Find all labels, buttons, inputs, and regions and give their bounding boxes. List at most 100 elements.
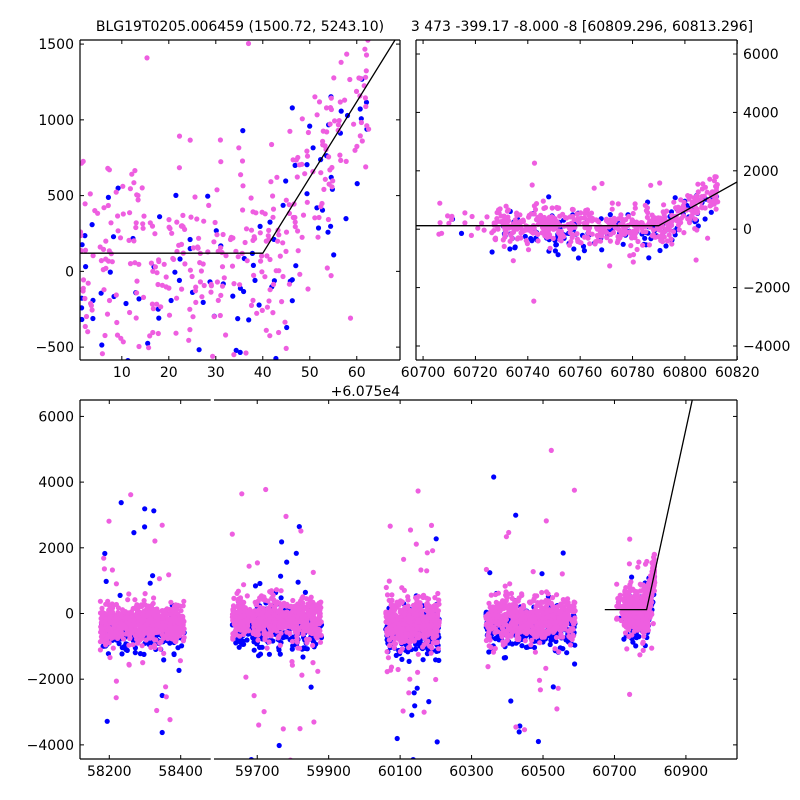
data-point-magenta: [246, 609, 252, 615]
data-point-magenta: [167, 606, 173, 613]
data-point-magenta: [384, 649, 390, 655]
data-point-magenta: [415, 488, 421, 494]
data-point-magenta: [483, 566, 489, 573]
data-point-magenta: [669, 241, 675, 247]
data-point-blue: [304, 191, 310, 197]
data-point-magenta: [148, 644, 154, 651]
data-point-blue: [142, 506, 148, 512]
data-point-magenta: [492, 630, 498, 636]
data-point-magenta: [88, 300, 94, 307]
data-point-blue: [157, 214, 163, 220]
data-point-magenta: [581, 234, 588, 240]
data-point-magenta: [257, 595, 263, 601]
data-point-magenta: [559, 571, 565, 577]
data-point-magenta: [547, 785, 552, 790]
data-point-magenta: [336, 118, 342, 124]
data-point-magenta: [166, 224, 172, 230]
data-point-magenta: [314, 112, 320, 118]
data-point-magenta: [445, 213, 451, 219]
data-point-magenta: [589, 215, 596, 222]
data-point-magenta: [142, 627, 148, 633]
data-point-magenta: [242, 619, 249, 625]
data-point-magenta: [661, 212, 667, 218]
data-point-blue: [177, 256, 183, 262]
data-point-magenta: [250, 237, 256, 243]
data-point-magenta: [242, 239, 248, 246]
data-point-magenta: [693, 207, 699, 213]
data-point-magenta: [614, 239, 621, 246]
data-point-magenta: [231, 281, 237, 287]
scatter-points: [436, 160, 721, 304]
data-point-magenta: [113, 292, 119, 298]
data-point-magenta: [154, 301, 160, 307]
data-point-magenta: [197, 279, 203, 285]
data-point-blue: [278, 595, 284, 601]
data-point-magenta: [239, 491, 245, 497]
data-point-magenta: [521, 629, 528, 635]
data-point-blue: [136, 296, 142, 302]
data-point-magenta: [127, 636, 133, 642]
data-point-blue: [252, 583, 259, 589]
data-point-magenta: [496, 602, 503, 608]
data-point-magenta: [215, 297, 221, 303]
data-point-magenta: [666, 232, 672, 238]
data-point-magenta: [576, 220, 583, 226]
data-point-magenta: [571, 599, 577, 605]
data-point-magenta: [126, 615, 132, 621]
data-point-magenta: [173, 610, 179, 616]
data-point-magenta: [528, 225, 535, 231]
data-point-magenta: [699, 186, 706, 192]
data-point-magenta: [297, 271, 303, 277]
data-point-magenta: [437, 200, 443, 206]
data-point-blue: [331, 252, 337, 258]
data-point-magenta: [269, 141, 275, 148]
data-point-magenta: [162, 623, 169, 629]
data-point-blue: [104, 718, 110, 724]
data-point-magenta: [522, 638, 528, 644]
data-point-blue: [171, 651, 177, 657]
data-point-blue: [433, 657, 439, 663]
data-point-magenta: [387, 637, 393, 643]
data-point-magenta: [398, 631, 404, 637]
data-point-blue: [702, 216, 708, 222]
data-point-magenta: [486, 600, 492, 606]
data-point-magenta: [276, 232, 282, 238]
data-point-magenta: [214, 232, 220, 238]
data-point-magenta: [302, 625, 308, 631]
data-point-magenta: [281, 613, 287, 619]
data-point-magenta: [309, 616, 315, 622]
data-point-magenta: [255, 607, 261, 614]
data-point-magenta: [141, 598, 147, 604]
data-point-magenta: [630, 259, 636, 265]
data-point-magenta: [167, 621, 173, 627]
data-point-magenta: [558, 631, 564, 638]
data-point-blue: [560, 550, 566, 556]
data-point-magenta: [211, 239, 217, 245]
data-point-magenta: [174, 295, 180, 301]
data-point-magenta: [486, 614, 492, 620]
data-point-magenta: [151, 611, 157, 618]
data-point-magenta: [268, 179, 274, 185]
data-point-blue: [196, 347, 202, 353]
data-point-magenta: [546, 622, 553, 629]
data-point-magenta: [146, 630, 152, 637]
data-point-blue: [89, 222, 95, 228]
data-point-magenta: [80, 277, 87, 283]
x-offset-label: +6.075e4: [331, 384, 400, 400]
data-point-magenta: [129, 171, 135, 177]
data-point-magenta: [363, 52, 370, 58]
data-point-magenta: [115, 213, 121, 219]
data-point-magenta: [245, 40, 252, 47]
data-point-magenta: [250, 612, 256, 618]
data-point-magenta: [678, 197, 684, 203]
data-point-magenta: [365, 40, 371, 43]
data-point-blue: [315, 225, 322, 231]
data-point-magenta: [623, 216, 629, 223]
data-point-magenta: [155, 281, 161, 288]
data-point-blue: [200, 299, 206, 305]
data-point-magenta: [153, 637, 159, 643]
data-point-magenta: [85, 329, 91, 335]
data-point-magenta: [259, 307, 265, 313]
data-point-magenta: [554, 592, 560, 598]
data-point-magenta: [594, 232, 600, 239]
